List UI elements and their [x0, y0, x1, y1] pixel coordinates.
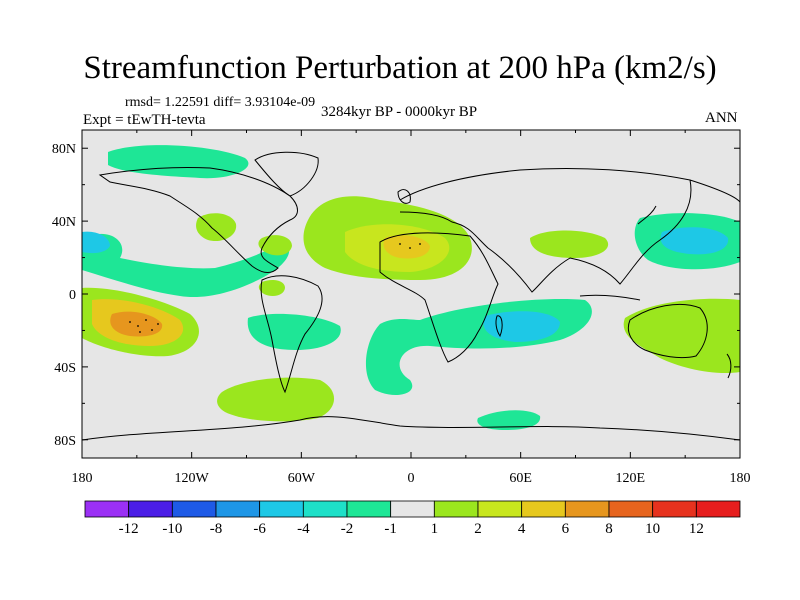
contour-south-america-pos	[217, 377, 335, 422]
lat-tick-label: 80S	[54, 434, 76, 449]
coast-antarctica	[82, 416, 740, 441]
colorbar-label: 1	[431, 521, 439, 537]
contour-nw-pacific-neg-core	[660, 227, 729, 255]
contour-central-pacific-neg	[82, 233, 290, 298]
colorbar-swatch	[652, 500, 697, 518]
coastlines	[82, 151, 740, 441]
lon-tick-label: 0	[408, 471, 415, 486]
colorbar-swatch	[302, 500, 348, 518]
colorbar-label: 10	[645, 521, 660, 537]
colorbar-swatch	[215, 500, 261, 518]
experiment-label: Expt = tEwTH-tevta	[83, 112, 206, 128]
colorbar-swatch	[128, 500, 173, 518]
coast-africa	[379, 232, 499, 363]
colorbar-label: -12	[119, 521, 139, 537]
colorbar-label: -6	[253, 521, 266, 537]
colorbar-label: -8	[210, 521, 223, 537]
coast-south-america	[260, 275, 323, 394]
colorbar-label: 2	[474, 521, 482, 537]
colorbar-swatch	[695, 500, 741, 518]
contour-south-atlantic-neg	[247, 313, 341, 350]
colorbar-swatch	[84, 500, 130, 518]
colorbar-label: 8	[605, 521, 613, 537]
coast-new-zealand	[726, 353, 732, 379]
rmsd-stats: rmsd= 1.22591 diff= 3.93104e-09	[125, 95, 316, 110]
coast-indonesia	[579, 294, 641, 301]
contour-north-atlantic-neg	[108, 145, 249, 179]
colorbar-label: -2	[341, 521, 354, 537]
colorbar-swatch	[346, 500, 392, 518]
lon-tick-label: 120W	[175, 471, 210, 486]
colorbar-swatch	[521, 500, 566, 518]
colorbar-label: 6	[562, 521, 570, 537]
colorbar-label: -4	[297, 521, 310, 537]
lon-tick-label: 120E	[616, 471, 646, 486]
colorbar-swatch	[608, 500, 654, 518]
colorbar-swatch	[477, 500, 523, 518]
coast-greenland	[254, 151, 319, 197]
lon-tick-label: 180	[72, 471, 93, 486]
contour-indian-ocean-core	[483, 311, 560, 342]
lat-tick-label: 0	[69, 288, 76, 303]
colorbar-swatch	[171, 500, 217, 518]
contour-iran-pos	[530, 230, 609, 258]
coast-madagascar	[495, 315, 503, 338]
season-label: ANN	[705, 110, 738, 126]
contour-south-pacific-pos-core	[110, 311, 163, 337]
map-axes: 80N 40N 0 40S 80S 180 120W 60W 0 60E 120E 180	[52, 130, 751, 486]
contour-field	[82, 145, 740, 441]
colorbar-label: 12	[689, 521, 704, 537]
colorbar-swatch	[433, 500, 479, 518]
coast-japan	[637, 205, 657, 225]
colorbar: -12 -10 -8 -6 -4 -2 -1 1 2 4 6 8 10 12	[84, 500, 741, 537]
lat-tick-label: 40N	[52, 215, 76, 230]
coast-australia	[627, 303, 708, 359]
lat-tick-label: 80N	[52, 142, 76, 157]
chart-title: Streamfunction Perturbation at 200 hPa (…	[83, 50, 717, 86]
coast-uk	[397, 189, 411, 204]
contour-antarctic-neg	[477, 410, 541, 430]
contour-australia-pos	[623, 298, 740, 374]
contour-africa-pos-inner	[383, 235, 430, 259]
lon-tick-label: 60W	[288, 471, 316, 486]
period-label: 3284kyr BP - 0000kyr BP	[321, 104, 478, 120]
colorbar-label: 4	[518, 521, 526, 537]
colorbar-label: -1	[384, 521, 397, 537]
contour-west-edge-neg	[82, 231, 110, 254]
coast-north-america	[98, 166, 298, 273]
colorbar-label: -10	[162, 521, 182, 537]
lon-tick-label: 180	[730, 471, 751, 486]
contour-nw-atlantic-pos	[196, 213, 237, 242]
colorbar-swatch	[564, 500, 610, 518]
colorbar-swatch	[390, 500, 435, 518]
lat-tick-label: 40S	[54, 361, 76, 376]
significance-stipple	[129, 243, 421, 333]
coast-europe-asia	[399, 167, 740, 293]
colorbar-swatch	[259, 500, 304, 518]
lon-tick-label: 60E	[509, 471, 532, 486]
contour-atlantic-equator-pos	[258, 280, 285, 296]
